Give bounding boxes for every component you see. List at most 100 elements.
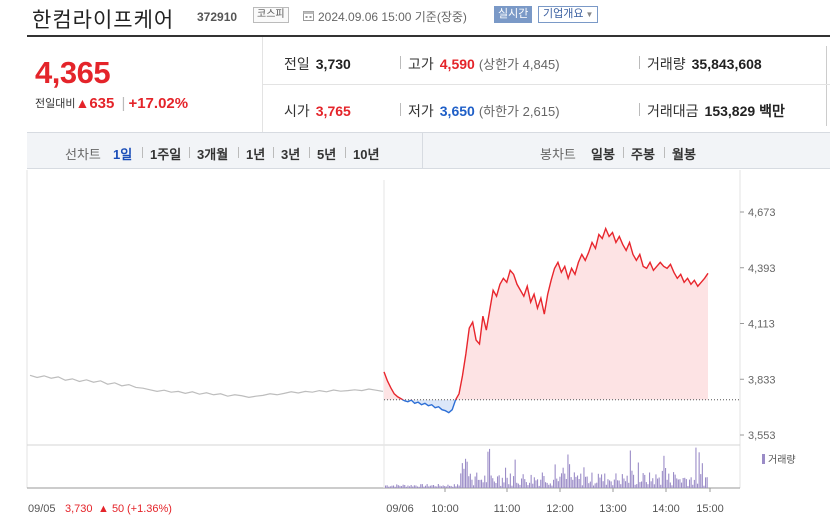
y-tick-label: 4,673	[748, 207, 776, 219]
volume-bar	[453, 484, 455, 488]
price-change: 전일대비▲635 | +17.02%	[35, 95, 189, 112]
volume-bar	[674, 474, 676, 488]
volume-bar	[525, 482, 527, 488]
volume-bar	[655, 474, 657, 488]
volume-bar	[413, 485, 415, 488]
volume-bar	[469, 473, 471, 488]
volume-bar	[677, 479, 679, 488]
volume-bar	[434, 486, 436, 488]
volume-bar	[543, 476, 545, 488]
volume-bar	[653, 484, 655, 488]
volume-bar	[604, 473, 606, 488]
y-tick-label: 4,113	[748, 319, 775, 331]
volume-bar	[484, 475, 486, 488]
volume-bar	[396, 484, 398, 488]
volume-bar	[599, 477, 601, 488]
up-triangle-icon: ▲	[75, 95, 90, 111]
period-tab-10y[interactable]: 10년	[353, 147, 380, 162]
volume-bar	[666, 479, 668, 488]
volume-bar	[609, 480, 611, 488]
stat-separator	[400, 56, 401, 69]
volume-bar	[425, 485, 427, 488]
x-tick-label: 15:00	[696, 503, 724, 515]
volume-bar	[476, 472, 478, 488]
volume-bar	[439, 485, 441, 488]
volume-bar	[593, 485, 595, 488]
prev-day-line	[29, 374, 384, 398]
prev-day-change-label: ▲ 50	[98, 503, 124, 515]
period-tab-1d[interactable]: 1일	[113, 147, 133, 162]
x-tick-label: 11:00	[494, 503, 521, 515]
period-tab-3m[interactable]: 3개월	[197, 147, 229, 162]
volume-bar	[644, 474, 646, 488]
volume-bar	[410, 485, 412, 488]
volume-bar	[458, 485, 460, 488]
candle-tab-daily[interactable]: 일봉	[591, 147, 615, 162]
volume-bar	[450, 485, 452, 488]
volume-bar	[588, 483, 590, 488]
volume-bar	[637, 462, 639, 488]
prev-day-change-pct-label: (+1.36%)	[127, 503, 172, 515]
volume-bar	[487, 451, 489, 488]
volume-bar	[575, 476, 577, 488]
volume-bar	[615, 473, 617, 488]
change-value: 635	[89, 95, 115, 112]
volume-bar	[500, 485, 502, 488]
volume-bar	[564, 473, 566, 488]
volume-bar	[693, 479, 695, 488]
volume-bar	[389, 486, 391, 488]
volume-bar	[445, 486, 447, 488]
volume-bar	[506, 477, 508, 488]
candle-tab-monthly[interactable]: 월봉	[672, 147, 696, 162]
volume-bar	[402, 484, 404, 488]
candle-chart-label: 봉차트	[540, 147, 576, 162]
volume-bar	[647, 484, 649, 488]
volume-bar	[485, 482, 487, 488]
x-tick-label: 09/06	[386, 503, 414, 515]
volume-bar	[482, 482, 484, 488]
period-tab-1y[interactable]: 1년	[246, 147, 266, 162]
period-tab-1w[interactable]: 1주일	[150, 147, 182, 162]
volume-bar	[581, 485, 583, 488]
volume-bar	[625, 481, 627, 488]
volume-bar	[426, 484, 428, 488]
volume-bar	[679, 479, 681, 488]
market-badge: 코스피	[253, 7, 289, 23]
volume-bar	[682, 478, 684, 488]
volume-bar	[527, 485, 529, 488]
stat-high: 고가 4,590 (상한가 4,845)	[408, 56, 560, 72]
volume-bar	[436, 486, 438, 488]
volume-bar	[514, 459, 516, 488]
volume-bar	[636, 484, 638, 488]
volume-bar	[457, 484, 459, 488]
volume-bar	[628, 482, 630, 488]
volume-bar	[495, 483, 497, 488]
period-tab-5y[interactable]: 5년	[317, 147, 337, 162]
realtime-button[interactable]: 실시간	[494, 6, 533, 23]
stat-low: 저가 3,650 (하한가 2,615)	[408, 103, 560, 119]
volume-bar	[545, 482, 547, 488]
volume-bar	[508, 484, 510, 488]
volume-bar	[617, 480, 619, 488]
toolbar-divider	[422, 133, 423, 168]
volume-bars	[385, 447, 708, 488]
volume-bar	[388, 486, 390, 488]
volume-bar	[697, 483, 699, 488]
volume-bar	[658, 477, 660, 488]
volume-bar	[652, 478, 654, 488]
company-info-dropdown[interactable]: 기업개요 ▼	[538, 6, 599, 23]
volume-bar	[452, 486, 454, 488]
volume-bar	[490, 475, 492, 488]
candle-tab-weekly[interactable]: 주봉	[631, 147, 655, 162]
volume-bar	[601, 474, 603, 488]
volume-bar	[556, 478, 558, 488]
volume-bar	[594, 483, 596, 488]
company-info-label: 기업개요	[543, 8, 584, 20]
volume-bar	[421, 484, 423, 488]
volume-bar	[610, 481, 612, 488]
period-tab-3y[interactable]: 3년	[281, 147, 301, 162]
volume-bar	[437, 484, 439, 488]
volume-bar	[516, 482, 518, 488]
volume-bar	[417, 486, 419, 488]
volume-bar	[585, 476, 587, 488]
